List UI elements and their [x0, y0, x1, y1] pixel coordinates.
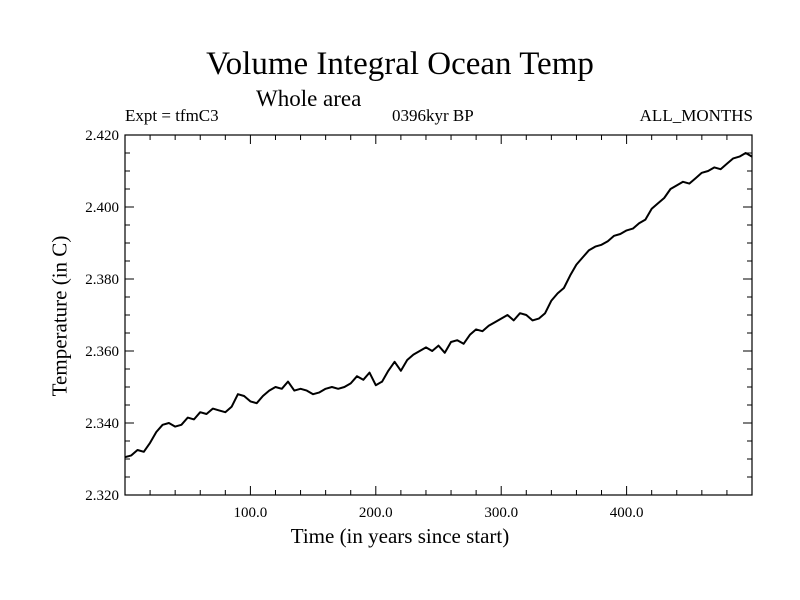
experiment-label: Expt = tfmC3: [125, 106, 219, 125]
x-tick-label: 100.0: [234, 505, 268, 521]
y-tick-label: 2.340: [85, 416, 119, 432]
x-tick-label: 200.0: [359, 505, 393, 521]
series-line-0: [124, 152, 753, 459]
y-tick-label: 2.320: [85, 488, 119, 504]
y-tick-label: 2.420: [85, 128, 119, 144]
x-tick-label: 400.0: [610, 505, 644, 521]
y-tick-label: 2.400: [85, 200, 119, 216]
x-tick-label: 300.0: [484, 505, 518, 521]
y-axis-label: Temperature (in C): [47, 235, 72, 397]
chart-subtitle: Whole area: [256, 86, 362, 111]
period-label: 0396kyr BP: [392, 106, 474, 125]
plot-frame: [124, 134, 753, 496]
y-tick-label: 2.380: [85, 272, 119, 288]
y-tick-label: 2.360: [85, 344, 119, 360]
months-label: ALL_MONTHS: [639, 106, 753, 125]
x-axis-label: Time (in years since start): [290, 524, 510, 548]
chart-title: Volume Integral Ocean Temp: [206, 46, 594, 82]
